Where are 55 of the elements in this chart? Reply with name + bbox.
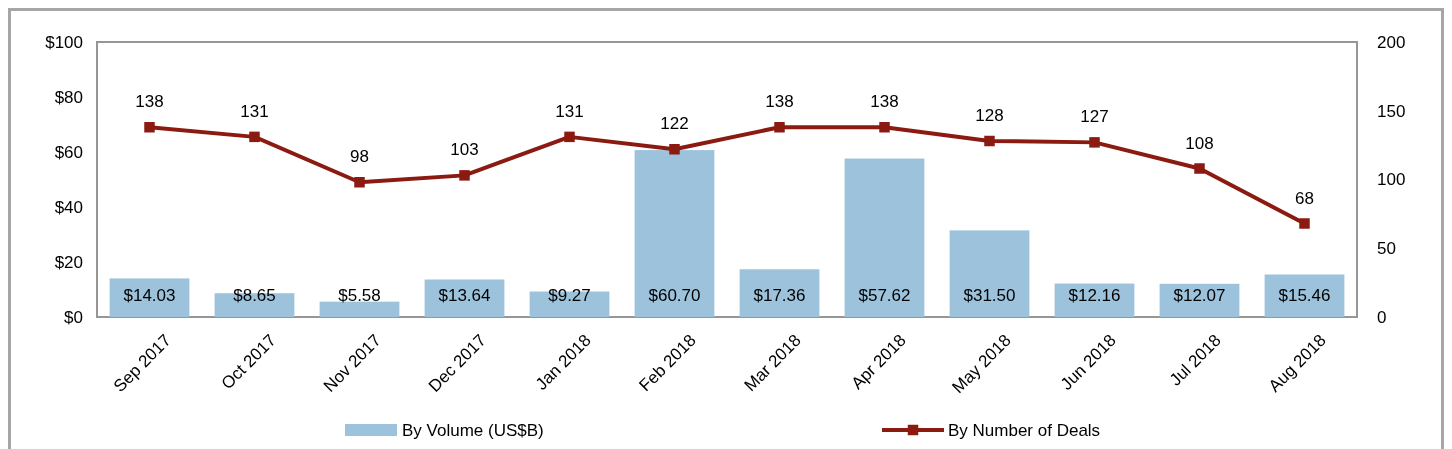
y2-tick-label: 100 (1377, 170, 1406, 190)
data-label: $12.07 (1173, 286, 1226, 305)
bar (634, 150, 715, 317)
bar (949, 230, 1030, 317)
data-label: 122 (660, 114, 689, 134)
point (249, 131, 260, 143)
point (1299, 218, 1310, 229)
legend-label: By Volume (US$B) (402, 420, 544, 440)
y2-tick-label: 0 (1377, 307, 1387, 327)
bar (739, 269, 820, 317)
data-label: 138 (870, 92, 899, 112)
y-tick-label: $60 (54, 142, 83, 162)
y2-tick-label: 150 (1377, 101, 1406, 121)
bar (1264, 274, 1345, 317)
data-label: $9.27 (548, 286, 591, 305)
data-label: $8.65 (233, 286, 276, 305)
point (774, 122, 785, 133)
y2-tick-label: 50 (1377, 239, 1396, 259)
data-label: $17.36 (753, 286, 806, 305)
point (1089, 137, 1100, 148)
data-label: 131 (555, 101, 584, 121)
point (984, 135, 995, 147)
legend-label: By Number of Deals (948, 420, 1101, 440)
data-label: $14.03 (123, 286, 176, 305)
point (564, 131, 575, 143)
y-tick-label: $20 (54, 252, 83, 272)
point (669, 144, 680, 155)
bar (319, 301, 400, 317)
data-label: 98 (350, 147, 369, 167)
data-label: 127 (1080, 107, 1109, 127)
y-tick-label: $40 (54, 197, 83, 217)
data-label: 128 (975, 106, 1004, 125)
point (144, 122, 155, 133)
data-label: $15.46 (1278, 286, 1331, 305)
bar (844, 158, 925, 317)
y-tick-label: $80 (54, 87, 83, 107)
data-label: 138 (135, 92, 164, 112)
data-label: 131 (240, 101, 269, 121)
data-label: 138 (765, 92, 794, 112)
y-tick-label: $100 (45, 32, 83, 52)
point (879, 122, 890, 133)
data-label: $31.50 (963, 286, 1016, 305)
data-label: $57.62 (858, 286, 911, 305)
data-label: $13.64 (438, 286, 491, 305)
y-tick-label: $0 (64, 307, 83, 327)
data-label: $12.16 (1068, 286, 1121, 305)
data-label: 108 (1185, 133, 1214, 153)
data-label: $5.58 (338, 286, 381, 305)
point (354, 177, 365, 188)
point (459, 170, 470, 181)
data-label: 103 (450, 140, 479, 160)
point (1194, 163, 1205, 174)
data-label: 68 (1295, 188, 1314, 208)
y2-tick-label: 200 (1377, 32, 1406, 52)
data-label: $60.70 (648, 286, 701, 305)
